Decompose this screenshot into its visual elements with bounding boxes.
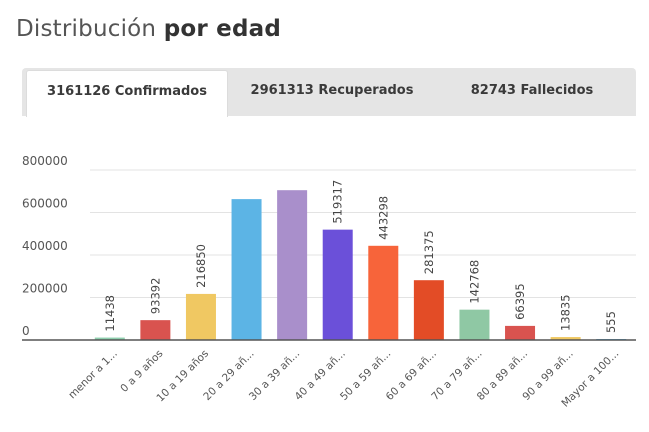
y-tick-label: 800000 xyxy=(22,154,68,168)
bar xyxy=(140,320,171,340)
data-label: 11438 xyxy=(103,295,117,332)
y-tick-label: 600000 xyxy=(22,197,68,211)
bar xyxy=(277,190,308,340)
data-label: 93392 xyxy=(148,278,162,315)
bar xyxy=(505,325,536,340)
title-light: Distribución xyxy=(16,16,157,42)
data-label: 519317 xyxy=(331,180,345,224)
data-label: 66395 xyxy=(513,283,527,320)
bar xyxy=(231,199,262,340)
bar xyxy=(550,337,581,340)
bar xyxy=(185,293,216,340)
bar xyxy=(322,229,353,340)
bar xyxy=(459,309,490,340)
tab-bar: 3161126 Confirmados 2961313 Recuperados … xyxy=(22,68,636,117)
bar xyxy=(368,245,399,340)
title-bold: por edad xyxy=(163,16,281,42)
category-label: 0 a 9 años xyxy=(118,348,165,395)
tab-recuperados[interactable]: 2961313 Recuperados xyxy=(250,83,414,98)
y-tick-label: 400000 xyxy=(22,239,68,253)
data-label: 281375 xyxy=(422,230,436,274)
data-label: 443298 xyxy=(376,196,390,240)
y-tick-label: 200000 xyxy=(22,282,68,296)
data-label: 216850 xyxy=(194,244,208,288)
bar xyxy=(413,280,444,340)
category-label: menor a 1... xyxy=(66,348,120,402)
data-label: 13835 xyxy=(559,294,573,331)
data-label: 142768 xyxy=(467,260,481,304)
chart-title: Distribución por edad xyxy=(16,16,281,42)
bar-chart: 0 200000 400000 600000 800000 11438 menor a 1.… xyxy=(22,154,636,410)
data-label: 555 xyxy=(604,311,618,333)
tab-confirmados[interactable]: 3161126 Confirmados xyxy=(26,70,228,117)
y-tick-label: 0 xyxy=(22,324,30,338)
bar xyxy=(94,337,125,340)
tab-fallecidos[interactable]: 82743 Fallecidos xyxy=(470,83,594,98)
